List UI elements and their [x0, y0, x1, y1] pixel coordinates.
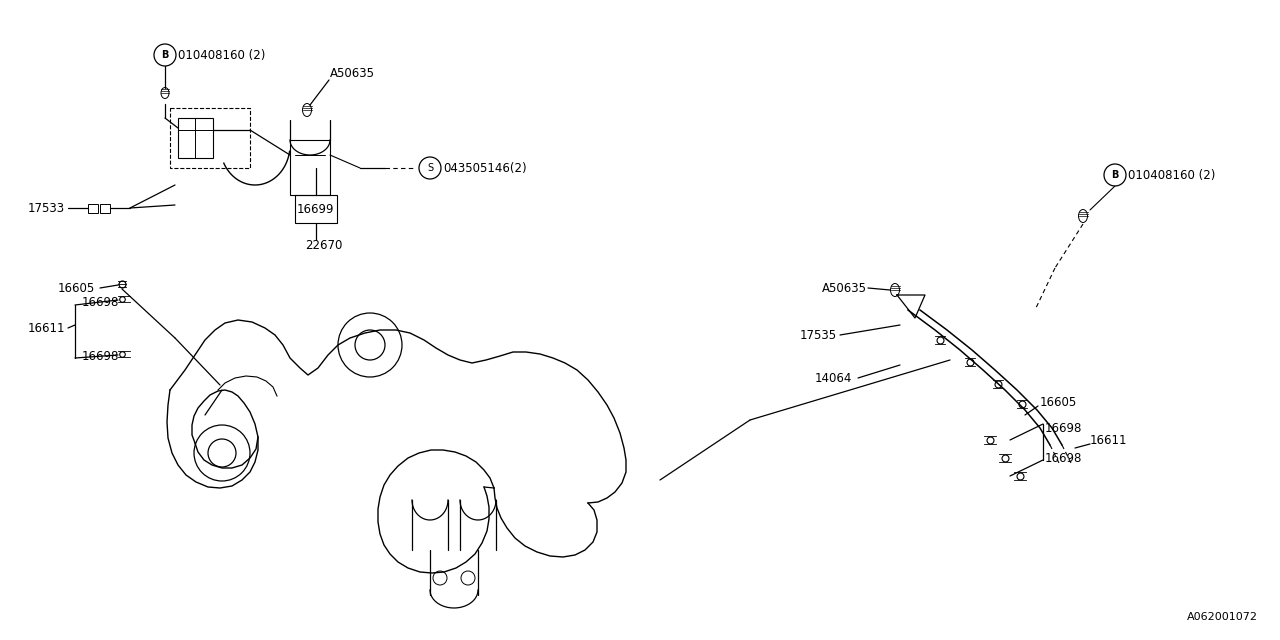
Text: 14064: 14064 — [815, 371, 852, 385]
Text: A50635: A50635 — [330, 67, 375, 79]
Text: 17535: 17535 — [800, 328, 837, 342]
Text: 16699: 16699 — [297, 202, 334, 216]
Text: A50635: A50635 — [822, 282, 867, 294]
Text: 16605: 16605 — [58, 282, 95, 294]
Text: A062001072: A062001072 — [1187, 612, 1258, 622]
Text: 043505146(2): 043505146(2) — [443, 161, 526, 175]
Text: 16698: 16698 — [1044, 422, 1083, 435]
Text: 16698: 16698 — [82, 349, 119, 362]
Text: 010408160 (2): 010408160 (2) — [178, 49, 265, 61]
Text: 010408160 (2): 010408160 (2) — [1128, 168, 1216, 182]
Text: 16611: 16611 — [28, 321, 65, 335]
Text: S: S — [428, 163, 433, 173]
Text: 16698: 16698 — [1044, 451, 1083, 465]
Text: B: B — [1111, 170, 1119, 180]
Text: 16698: 16698 — [82, 296, 119, 308]
Text: 16611: 16611 — [1091, 433, 1128, 447]
Text: B: B — [161, 50, 169, 60]
Text: 17533: 17533 — [28, 202, 65, 214]
Text: 22670: 22670 — [305, 239, 342, 252]
Text: 16605: 16605 — [1039, 396, 1078, 408]
